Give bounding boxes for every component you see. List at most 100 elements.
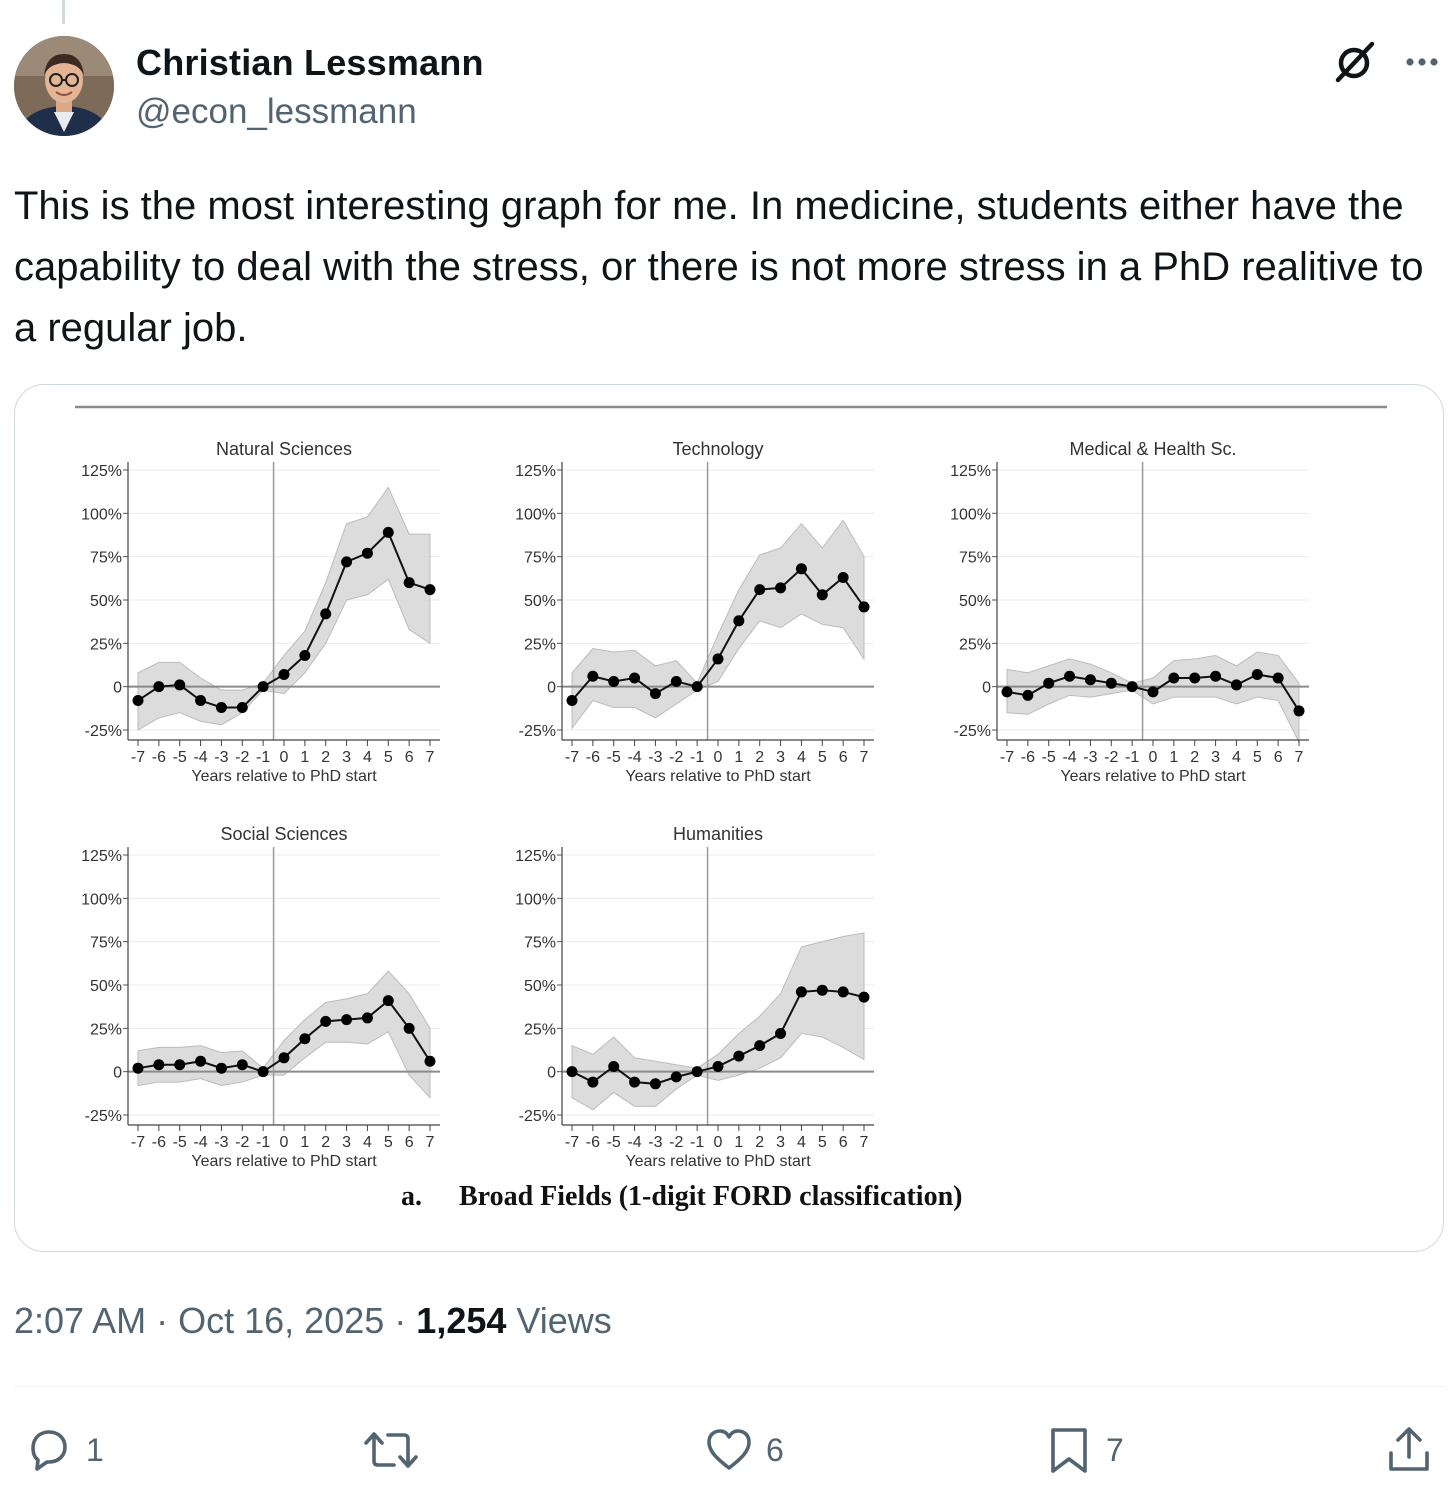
y-tick-label: 25% — [90, 636, 122, 653]
x-tick-label: 6 — [839, 749, 848, 766]
data-point — [608, 675, 620, 687]
x-tick-label: -1 — [256, 1134, 270, 1151]
y-tick-label: 50% — [959, 593, 991, 610]
x-tick-label: -1 — [256, 749, 270, 766]
x-tick-label: 6 — [405, 749, 414, 766]
y-tick-label: 25% — [90, 1021, 122, 1038]
y-tick-label: 75% — [524, 935, 556, 952]
tweet-time[interactable]: 2:07 AM — [14, 1300, 147, 1341]
like-button[interactable]: 6 — [704, 1420, 784, 1480]
y-tick-label: 100% — [81, 506, 122, 523]
figure-panel: Natural Sciences125%100%75%50%25%0-25%-7… — [75, 405, 1387, 1212]
confidence-band — [571, 932, 865, 1111]
x-tick-label: -7 — [565, 1134, 579, 1151]
y-tick-label: -25% — [85, 723, 122, 740]
data-point — [733, 1050, 745, 1062]
chart-title: Social Sciences — [220, 824, 347, 844]
data-point — [236, 1059, 248, 1071]
views-count: 1,254 — [416, 1300, 507, 1341]
data-point — [299, 649, 311, 661]
divider — [14, 1386, 1446, 1387]
x-tick-label: -7 — [131, 749, 145, 766]
reply-count: 1 — [86, 1431, 104, 1468]
data-point — [299, 1033, 311, 1045]
heart-icon — [707, 1429, 751, 1470]
x-axis-label: Years relative to PhD start — [191, 1153, 377, 1170]
data-point — [361, 1012, 373, 1024]
data-point — [174, 1059, 186, 1071]
x-tick-label: -4 — [1062, 749, 1076, 766]
chart-title: Humanities — [673, 824, 763, 844]
bookmark-button[interactable]: 7 — [1044, 1420, 1124, 1480]
data-point — [132, 1062, 144, 1074]
data-point — [278, 669, 290, 681]
x-tick-label: 5 — [818, 749, 827, 766]
share-button[interactable] — [1384, 1420, 1434, 1480]
tweet-date[interactable]: Oct 16, 2025 — [178, 1300, 385, 1341]
y-tick-label: 25% — [524, 1021, 556, 1038]
retweet-button[interactable] — [362, 1420, 432, 1480]
x-tick-label: -3 — [648, 749, 662, 766]
x-tick-label: -4 — [193, 749, 207, 766]
x-tick-label: 2 — [321, 1134, 330, 1151]
x-tick-label: 5 — [384, 749, 393, 766]
data-point — [587, 670, 599, 682]
x-tick-label: 4 — [363, 1134, 372, 1151]
x-tick-label: 7 — [860, 749, 869, 766]
x-tick-label: -2 — [669, 749, 683, 766]
author-name[interactable]: Christian Lessmann — [136, 42, 484, 83]
x-tick-label: -2 — [669, 1134, 683, 1151]
data-point — [670, 1071, 682, 1083]
share-icon — [1389, 1427, 1429, 1471]
x-tick-label: -2 — [1104, 749, 1118, 766]
x-tick-label: -1 — [690, 1134, 704, 1151]
data-point — [1043, 677, 1055, 689]
tweet-media[interactable]: Natural Sciences 125% 100% 75% 50% 25% 0 -25% -7… — [14, 384, 1444, 1252]
data-point — [1147, 686, 1159, 698]
tweet-text: This is the most interesting graph for m… — [14, 184, 1424, 350]
thread-connector-line — [62, 0, 65, 24]
data-point — [341, 1014, 353, 1026]
chart-panel: Technology 125% 100% 75% 50% 25% 0 -25% -7 -6 -5 -4… — [515, 439, 874, 785]
author-handle[interactable]: @econ_lessmann — [136, 92, 417, 131]
y-tick-label: -25% — [519, 1108, 556, 1125]
x-axis-label: Years relative to PhD start — [1060, 768, 1246, 785]
x-tick-label: 4 — [1232, 749, 1241, 766]
x-tick-label: -5 — [607, 1134, 621, 1151]
x-axis-label: Years relative to PhD start — [625, 1153, 811, 1170]
data-point — [403, 577, 415, 589]
y-tick-label: 50% — [524, 593, 556, 610]
x-tick-label: 0 — [280, 749, 289, 766]
x-tick-label: 3 — [1211, 749, 1220, 766]
grok-icon[interactable] — [1330, 40, 1378, 84]
data-point — [1105, 677, 1117, 689]
data-point — [424, 584, 436, 596]
data-point — [629, 1076, 641, 1088]
data-point — [153, 1059, 165, 1071]
x-tick-label: 3 — [342, 749, 351, 766]
y-tick-label: 100% — [515, 891, 556, 908]
data-point — [320, 608, 332, 620]
reply-button[interactable]: 1 — [24, 1420, 104, 1480]
data-point — [775, 582, 787, 594]
x-tick-label: 1 — [300, 749, 309, 766]
x-tick-label: 0 — [714, 1134, 723, 1151]
bookmark-icon — [1051, 1428, 1087, 1473]
x-axis-label: Years relative to PhD start — [625, 768, 811, 785]
y-tick-label: 125% — [81, 848, 122, 865]
x-tick-label: 0 — [1149, 749, 1158, 766]
more-icon[interactable] — [1398, 40, 1446, 84]
x-tick-label: 3 — [776, 749, 785, 766]
confidence-band — [137, 970, 431, 1099]
data-point — [403, 1022, 415, 1034]
data-point — [712, 653, 724, 665]
data-point — [816, 589, 828, 601]
data-point — [278, 1052, 290, 1064]
x-tick-label: 5 — [384, 1134, 393, 1151]
y-tick-label: 25% — [524, 636, 556, 653]
data-point — [1084, 674, 1096, 686]
avatar[interactable] — [14, 36, 114, 136]
data-point — [1293, 705, 1305, 717]
views-label: Views — [516, 1300, 612, 1341]
y-tick-label: 50% — [524, 978, 556, 995]
